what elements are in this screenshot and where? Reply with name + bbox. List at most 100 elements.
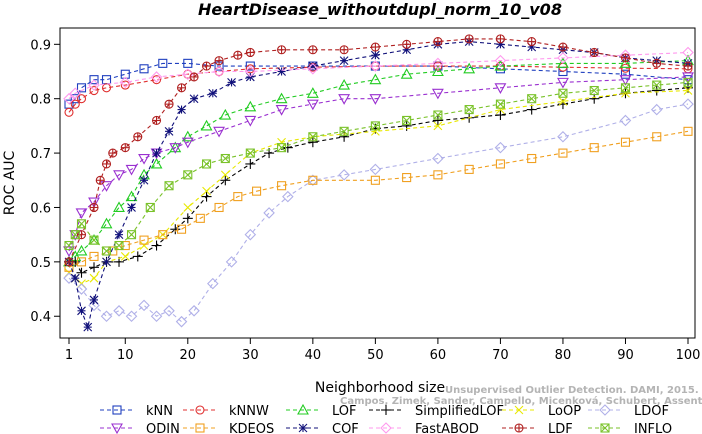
series-line-fastabod xyxy=(68,51,689,100)
data-point-kdeos xyxy=(527,153,537,164)
data-point-simplifiedlof xyxy=(401,120,412,131)
data-point-fastabod xyxy=(88,79,100,91)
data-point-odin xyxy=(557,77,569,89)
data-point-knn xyxy=(89,75,99,85)
data-point-lof xyxy=(619,57,632,68)
data-point-cof xyxy=(152,148,161,158)
data-point-kdeos xyxy=(652,132,662,142)
data-point-kdeos xyxy=(158,230,168,240)
data-point-kdeos xyxy=(370,175,380,185)
data-point-loop xyxy=(220,170,230,180)
data-point-odin xyxy=(494,83,507,94)
data-point-ldf xyxy=(339,45,349,55)
series-line-cof xyxy=(68,41,689,329)
data-point-inflo xyxy=(64,240,74,251)
data-point-cof xyxy=(177,105,186,114)
legend-swatch-marker xyxy=(514,405,524,415)
data-point-ldf xyxy=(245,47,255,58)
legend-label: kNN xyxy=(146,404,173,419)
legend-item-ldof: LDOF xyxy=(588,404,669,419)
data-point-ldf xyxy=(495,34,505,44)
data-point-inflo xyxy=(683,77,693,87)
data-point-ldof xyxy=(494,141,507,154)
series-ldof xyxy=(63,98,694,328)
data-point-simplifiedlof xyxy=(76,267,87,278)
data-point-inflo xyxy=(308,132,318,142)
y-tick-label: 0.9 xyxy=(30,38,51,53)
data-point-kdeos xyxy=(402,173,412,183)
data-point-kdeos xyxy=(558,148,568,158)
watermark-line-2: Campos, Zimek, Sander, Campello, Micenko… xyxy=(340,395,702,407)
data-point-ldf xyxy=(202,61,212,71)
data-point-loop xyxy=(89,273,99,283)
series-line-loop xyxy=(68,89,689,285)
series-line-ldof xyxy=(68,103,689,323)
data-point-cof xyxy=(70,273,80,283)
data-point-kdeos xyxy=(277,181,287,191)
series-line-odin xyxy=(68,76,689,252)
data-point-ldof xyxy=(75,283,88,295)
data-point-fastabod xyxy=(119,76,132,89)
series-line-lof xyxy=(68,60,689,263)
data-point-kdeos xyxy=(176,224,187,234)
data-point-kdeos xyxy=(139,235,149,245)
data-point-lof xyxy=(431,65,444,77)
data-point-cof xyxy=(89,295,99,305)
data-point-knn xyxy=(620,69,631,79)
data-point-inflo xyxy=(202,159,212,169)
data-point-inflo xyxy=(114,240,124,251)
data-point-ldf xyxy=(151,115,162,126)
data-point-knn xyxy=(76,83,87,93)
legend-label: FastABOD xyxy=(415,422,479,434)
legend-swatch-marker xyxy=(514,423,524,433)
data-point-inflo xyxy=(652,80,662,90)
data-point-inflo xyxy=(620,83,631,93)
data-point-knn xyxy=(158,58,168,68)
data-point-odin xyxy=(75,208,88,220)
data-point-ldof xyxy=(100,310,113,323)
data-point-kdeos xyxy=(683,126,693,136)
data-point-kdeos xyxy=(214,202,224,213)
data-point-simplifiedlof xyxy=(282,142,293,153)
legend-label: LDF xyxy=(548,422,573,434)
data-point-ldof xyxy=(163,305,175,317)
series-simplifiedlof xyxy=(64,82,693,278)
data-point-ldf xyxy=(620,53,631,63)
x-axis: 1 10 20 30 40 50 60 70 80 90 100 xyxy=(65,338,700,363)
data-point-odin xyxy=(63,246,75,258)
data-point-simplifiedlof xyxy=(339,131,350,142)
data-point-fastabod xyxy=(307,63,319,75)
legend-swatch-marker xyxy=(195,405,205,415)
series-line-simplifiedlof xyxy=(69,87,689,274)
data-point-ldf xyxy=(233,50,243,60)
legend-label: ODIN xyxy=(146,422,180,434)
data-point-kdeos xyxy=(308,175,318,185)
legend-swatch-marker xyxy=(111,423,123,434)
data-point-lof xyxy=(338,78,351,90)
data-point-kdeos xyxy=(108,246,118,256)
x-tick-label: 70 xyxy=(492,348,509,363)
data-point-simplifiedlof xyxy=(151,240,162,251)
chart-title: HeartDisease_withoutdupl_norm_10_v08 xyxy=(198,0,562,19)
data-point-lof xyxy=(306,87,319,98)
data-point-inflo xyxy=(277,143,287,153)
legend-item-odin: ODIN xyxy=(100,422,180,434)
data-point-odin xyxy=(369,94,382,105)
y-axis: 0.4 0.5 0.6 0.7 0.8 0.9 xyxy=(30,38,60,325)
data-point-knnw xyxy=(245,64,255,74)
data-point-fastabod xyxy=(369,60,382,72)
data-point-lof xyxy=(463,62,476,74)
data-point-ldof xyxy=(338,169,350,181)
data-point-fastabod xyxy=(432,57,444,70)
data-point-lof xyxy=(244,100,257,112)
data-point-ldof xyxy=(307,174,319,187)
legend-item-inflo: INFLO xyxy=(588,422,672,434)
data-point-inflo xyxy=(433,110,443,120)
data-point-knnw xyxy=(101,83,112,93)
data-point-knnw xyxy=(620,63,631,73)
data-point-cof xyxy=(189,94,199,104)
data-point-kdeos xyxy=(464,164,474,174)
data-point-simplifiedlof xyxy=(170,224,181,235)
x-tick-label: 20 xyxy=(180,348,197,363)
data-point-ldf xyxy=(133,132,143,142)
